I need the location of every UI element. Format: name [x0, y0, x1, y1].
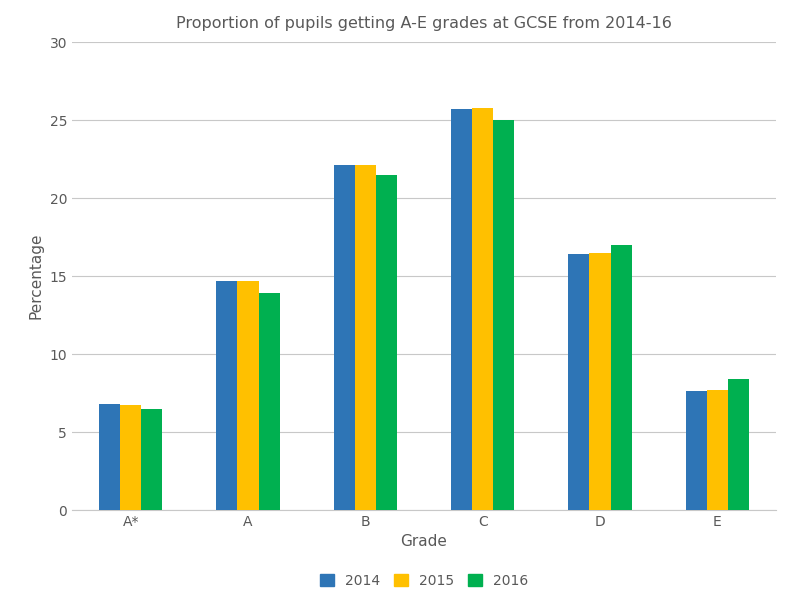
Bar	[568, 254, 590, 510]
Title: Proportion of pupils getting A-E grades at GCSE from 2014-16: Proportion of pupils getting A-E grades …	[176, 16, 672, 31]
Bar	[376, 175, 397, 510]
Legend: 2014, 2015, 2016: 2014, 2015, 2016	[314, 568, 534, 593]
Bar	[494, 120, 514, 510]
Bar	[728, 379, 749, 510]
X-axis label: Grade: Grade	[401, 535, 447, 550]
Bar	[354, 165, 376, 510]
Bar	[451, 109, 472, 510]
Bar	[706, 390, 728, 510]
Bar	[686, 391, 706, 510]
Bar	[99, 404, 120, 510]
Y-axis label: Percentage: Percentage	[29, 233, 44, 319]
Bar	[590, 253, 610, 510]
Bar	[238, 281, 258, 510]
Bar	[610, 245, 632, 510]
Bar	[258, 293, 280, 510]
Bar	[216, 281, 238, 510]
Bar	[472, 107, 494, 510]
Bar	[142, 409, 162, 510]
Bar	[334, 165, 354, 510]
Bar	[120, 406, 142, 510]
